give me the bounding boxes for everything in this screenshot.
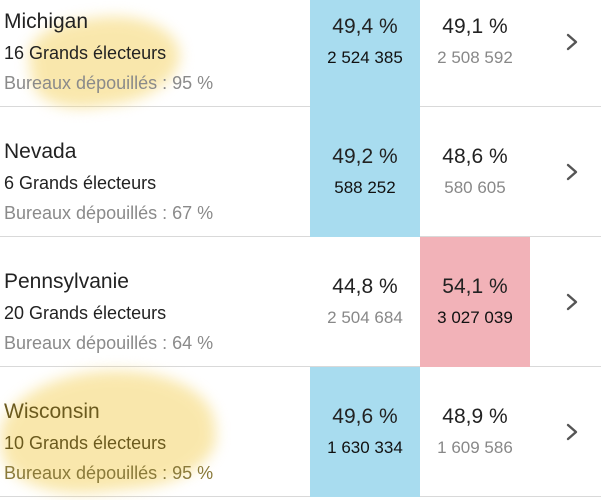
republican-result: 54,1 % 3 027 039 bbox=[420, 237, 530, 367]
counted-percentage: Bureaux dépouillés : 64 % bbox=[4, 333, 214, 353]
democrat-result: 44,8 % 2 504 684 bbox=[310, 237, 420, 367]
democrat-result: 49,2 % 588 252 bbox=[310, 107, 420, 237]
state-row[interactable]: Wisconsin 10 Grands électeurs Bureaux dépo… bbox=[0, 360, 601, 500]
vote-count: 2 508 592 bbox=[437, 48, 513, 67]
chevron-right-icon[interactable] bbox=[562, 160, 582, 184]
vote-count: 2 504 684 bbox=[327, 308, 403, 327]
democrat-result: 49,4 % 2 524 385 bbox=[310, 0, 420, 107]
state-name: Michigan bbox=[4, 10, 89, 33]
state-row[interactable]: Pennsylvanie 20 Grands électeurs Bureaux d… bbox=[0, 237, 601, 367]
republican-result: 49,1 % 2 508 592 bbox=[420, 0, 530, 107]
republican-result: 48,6 % 580 605 bbox=[420, 107, 530, 237]
vote-percentage: 44,8 % bbox=[332, 275, 398, 298]
vote-count: 2 524 385 bbox=[327, 48, 403, 67]
state-name: Wisconsin bbox=[4, 400, 100, 423]
state-name: Pennsylvanie bbox=[4, 270, 129, 293]
chevron-right-icon[interactable] bbox=[562, 420, 582, 444]
vote-percentage: 49,4 % bbox=[332, 15, 398, 38]
chevron-right-icon[interactable] bbox=[562, 30, 582, 54]
vote-count: 588 252 bbox=[334, 178, 396, 197]
vote-percentage: 54,1 % bbox=[442, 275, 508, 298]
state-row[interactable]: Nevada 6 Grands électeurs Bureaux dépouill… bbox=[0, 107, 601, 237]
state-name: Nevada bbox=[4, 140, 77, 163]
republican-result: 48,9 % 1 609 586 bbox=[420, 367, 530, 497]
state-row[interactable]: Michigan 16 Grands électeurs Bureaux dépou… bbox=[0, 0, 601, 116]
counted-percentage: Bureaux dépouillés : 95 % bbox=[4, 73, 214, 93]
vote-percentage: 48,9 % bbox=[442, 405, 508, 428]
state-info: Michigan 16 Grands électeurs Bureaux dépou… bbox=[4, 0, 304, 107]
vote-percentage: 48,6 % bbox=[442, 145, 508, 168]
democrat-result: 49,6 % 1 630 334 bbox=[310, 367, 420, 497]
state-info: Wisconsin 10 Grands électeurs Bureaux dépo… bbox=[4, 367, 304, 497]
vote-count: 1 609 586 bbox=[437, 438, 513, 457]
state-info: Nevada 6 Grands électeurs Bureaux dépouill… bbox=[4, 107, 304, 237]
counted-percentage: Bureaux dépouillés : 95 % bbox=[4, 463, 214, 483]
vote-count: 1 630 334 bbox=[327, 438, 403, 457]
vote-percentage: 49,2 % bbox=[332, 145, 398, 168]
electors-count: 6 Grands électeurs bbox=[4, 173, 157, 193]
vote-count: 3 027 039 bbox=[437, 308, 513, 327]
electors-count: 10 Grands électeurs bbox=[4, 433, 167, 453]
counted-percentage: Bureaux dépouillés : 67 % bbox=[4, 203, 214, 223]
chevron-right-icon[interactable] bbox=[562, 290, 582, 314]
vote-count: 580 605 bbox=[444, 178, 506, 197]
vote-percentage: 49,6 % bbox=[332, 405, 398, 428]
electors-count: 16 Grands électeurs bbox=[4, 43, 167, 63]
vote-percentage: 49,1 % bbox=[442, 15, 508, 38]
electors-count: 20 Grands électeurs bbox=[4, 303, 167, 323]
state-info: Pennsylvanie 20 Grands électeurs Bureaux d… bbox=[4, 237, 304, 367]
